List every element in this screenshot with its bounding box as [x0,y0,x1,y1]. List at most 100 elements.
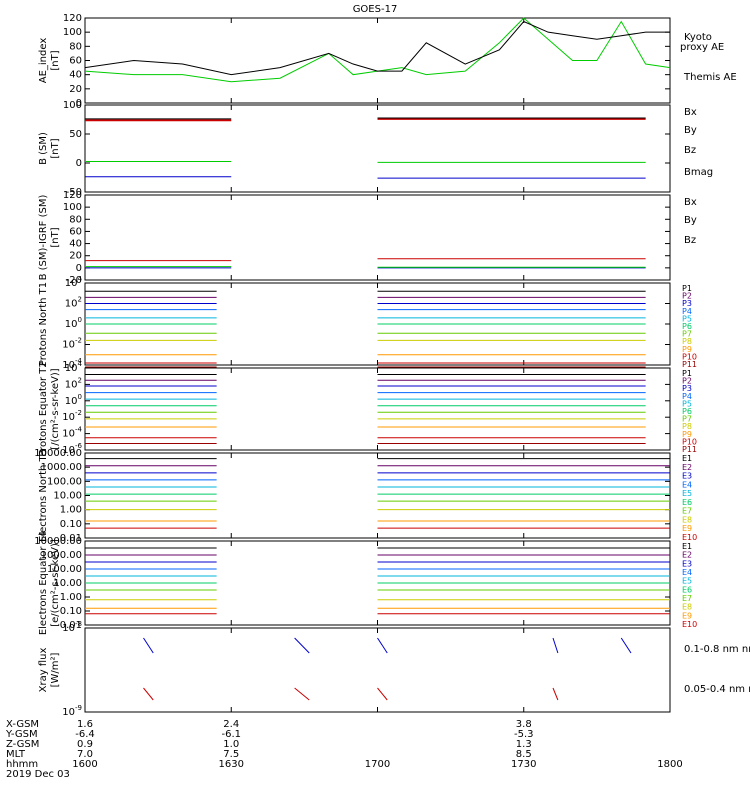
y-tick-label: 10-9 [62,704,82,718]
y-tick-label: 1000.00 [41,462,82,473]
channel-label-E8: E8 [682,603,692,612]
y-tick-label: 0 [76,158,82,169]
legend-by: By [684,215,697,226]
y-tick-label: 100.00 [47,564,82,575]
channel-label-P7: P7 [682,415,692,424]
xray-segment [294,687,310,701]
y-axis-label-0: AE_index [38,38,49,84]
ephemeris-value: -6.4 [75,729,95,740]
y-tick-label: 20 [69,251,82,262]
channel-label-E9: E9 [682,611,692,620]
y-tick-label: 120 [63,13,82,24]
y-tick-label: 0.10 [60,519,82,530]
channel-label-P8: P8 [682,422,692,431]
channel-label-P4: P4 [682,392,692,401]
legend-bx: Bx [684,197,697,208]
ae-series-1 [84,20,670,76]
ephemeris-value: -6.1 [221,729,241,740]
y-axis-label-4: Protons Equator T2 [38,361,49,457]
y-tick-label: 10000.00 [34,536,82,547]
y-tick-label: 0.10 [60,606,82,617]
channel-label-P7: P7 [682,330,692,339]
ephemeris-value: 0.9 [77,739,93,750]
y-tick-label: 100 [63,27,82,38]
channel-label-E3: E3 [682,559,692,568]
y-tick-label: 100 [63,202,82,213]
channel-label-P8: P8 [682,337,692,346]
y-axis-unit-0: [nT] [50,50,61,70]
y-axis-label-2: B (SM)-IGRF (SM) [38,195,49,281]
ephemeris-label-y-gsm: Y-GSM [5,729,38,740]
xray-segment [552,637,559,654]
channel-label-E10: E10 [682,620,697,629]
ephemeris-value: 1700 [365,759,390,770]
legend-bz: Bz [684,145,696,156]
y-axis-label-1: B (SM) [38,132,49,165]
channel-label-P6: P6 [682,322,692,331]
y-tick-label: 80 [69,41,82,52]
legend-xray-short: 0.05-0.4 nm nm [684,684,750,695]
channel-label-P6: P6 [682,407,692,416]
ephemeris-value: 1800 [657,759,682,770]
xray-segment [143,687,154,701]
ephemeris-label-mlt: MLT [6,749,26,760]
channel-label-E6: E6 [682,498,692,507]
ae-series-0 [84,17,671,83]
ephemeris-value: 7.0 [77,749,93,760]
y-tick-label: 0.01 [60,533,82,544]
y-tick-label: 10-4 [62,426,82,440]
ephemeris-value: 1600 [72,759,97,770]
legend-xray-long: 0.1-0.8 nm nm [684,644,750,655]
y-tick-label: 60 [69,226,82,237]
ephemeris-value: 1630 [219,759,244,770]
y-tick-label: 100 [65,316,82,330]
ephemeris-label-x-gsm: X-GSM [6,719,39,730]
y-tick-label: 40 [69,70,82,81]
y-tick-label: 0 [76,98,82,109]
y-tick-label: 104 [65,360,83,374]
xray-segment [552,687,559,701]
channel-label-P3: P3 [682,299,692,308]
channel-label-P11: P11 [682,360,697,369]
channel-label-E2: E2 [682,463,692,472]
y-tick-label: 10.00 [53,491,82,502]
y-tick-label: 104 [65,275,83,289]
y-tick-label: 102 [65,376,82,390]
y-tick-label: 10-8 [62,620,82,634]
channel-label-E6: E6 [682,585,692,594]
y-axis-label-7: Xray flux [38,648,49,693]
y-tick-label: 1.00 [60,592,82,603]
ephemeris-value: -5.3 [514,729,534,740]
channel-label-E9: E9 [682,524,692,533]
channel-label-P1: P1 [682,284,692,293]
ephemeris-value: 1.3 [516,739,532,750]
y-tick-label: -20 [66,275,82,286]
channel-label-P3: P3 [682,384,692,393]
legend-by: By [684,125,697,136]
y-axis-unit-1: [nT] [50,138,61,158]
legend-kyoto-2: proxy AE [680,42,724,53]
chart-title: GOES-17 [353,4,398,15]
channel-label-E3: E3 [682,472,692,481]
channel-label-E4: E4 [682,568,692,577]
y-axis-unit-7: [W/m²] [50,652,61,687]
y-tick-label: 100 [63,100,82,111]
xray-segment [377,687,388,701]
y-tick-label: 100 [65,393,82,407]
channel-label-P11: P11 [682,445,697,454]
y-axis-label-3: Protons North T1 [38,282,49,366]
channel-label-E4: E4 [682,480,692,489]
channel-label-P10: P10 [682,437,697,446]
y-tick-label: 60 [69,56,82,67]
channel-label-P1: P1 [682,369,692,378]
channel-label-E2: E2 [682,551,692,560]
ephemeris-value: 3.8 [516,719,532,730]
ephemeris-label-hhmm: hhmm [6,759,38,770]
channel-label-P9: P9 [682,430,692,439]
xray-segment [377,637,388,654]
channel-label-P4: P4 [682,307,692,316]
y-axis-label-6: Electrons Equator T4 [38,531,49,635]
y-tick-label: 50 [69,129,82,140]
xray-segment [620,637,632,654]
